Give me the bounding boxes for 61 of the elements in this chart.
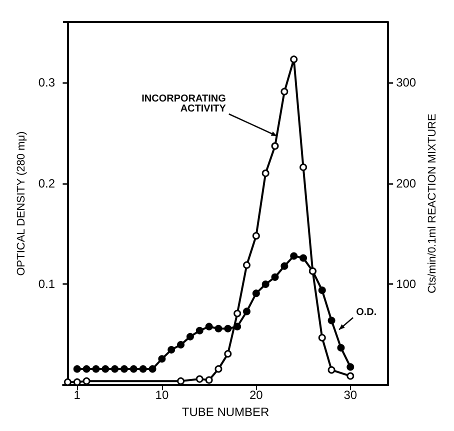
point	[130, 365, 138, 373]
point	[234, 322, 242, 330]
point	[318, 334, 326, 342]
point	[73, 365, 81, 373]
point	[214, 365, 222, 373]
point	[290, 56, 298, 64]
point	[102, 365, 110, 373]
point	[205, 322, 213, 330]
point	[290, 252, 298, 260]
x-tick-label: 20	[249, 388, 264, 402]
point	[186, 332, 194, 340]
y-tick-label: 0.3	[38, 76, 56, 90]
point	[196, 375, 204, 383]
point	[242, 261, 250, 269]
y2-tick-label: 100	[396, 277, 416, 292]
point	[111, 365, 119, 373]
annotation: INCORPORATING ACTIVITY	[142, 93, 226, 114]
point	[262, 280, 270, 288]
point	[177, 341, 185, 349]
point	[82, 377, 90, 385]
point	[280, 88, 288, 96]
point	[196, 326, 204, 334]
point	[120, 365, 128, 373]
point	[280, 262, 288, 270]
point	[92, 365, 100, 373]
point	[139, 365, 147, 373]
point	[242, 308, 250, 316]
point	[346, 372, 354, 380]
x-tick-label: 30	[344, 388, 358, 402]
point	[318, 286, 326, 294]
point	[224, 350, 232, 358]
point	[300, 254, 308, 262]
point	[271, 142, 279, 150]
x-tick-label: 10	[155, 388, 169, 402]
annotation: O.D.	[356, 307, 377, 318]
point	[271, 273, 279, 281]
point	[252, 290, 260, 298]
point	[177, 377, 185, 385]
point	[346, 363, 354, 371]
point	[148, 365, 156, 373]
y-tick-label: 0.1	[38, 277, 56, 292]
point	[224, 324, 232, 332]
point	[337, 344, 345, 352]
y-axis-title: OPTICAL DENSITY (280 mμ)	[16, 131, 28, 276]
y2-tick-label: 200	[396, 176, 416, 190]
point	[158, 355, 166, 363]
point	[82, 365, 90, 373]
x-axis-title: TUBE NUMBER	[182, 405, 270, 419]
point	[328, 316, 336, 324]
point	[262, 170, 270, 178]
point	[252, 232, 260, 240]
point	[300, 163, 308, 171]
point	[214, 324, 222, 332]
point	[328, 366, 336, 374]
point	[168, 346, 176, 354]
point	[234, 310, 242, 318]
y-tick-label: 0.2	[38, 176, 56, 190]
x-tick-label: 1	[74, 388, 81, 402]
y2-axis-title: Cts/min/0.1ml REACTION MIXTURE	[426, 114, 438, 294]
point	[205, 376, 213, 384]
y2-tick-label: 300	[396, 76, 416, 90]
